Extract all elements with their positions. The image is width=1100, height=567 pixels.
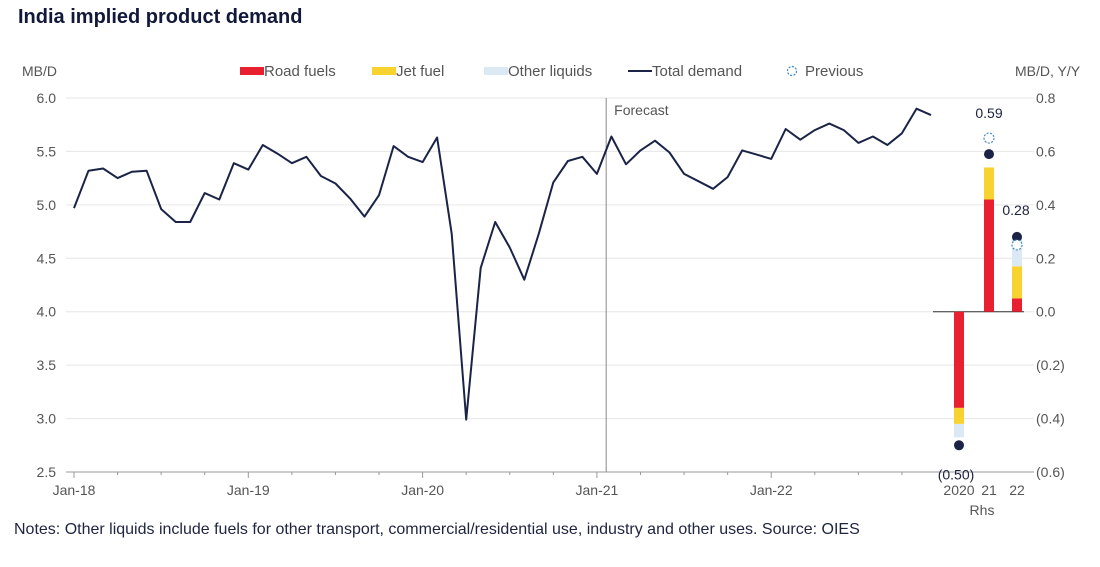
bar-plot: 2020 21 22 Rhs (0.50) 0.59 0.28 [933,105,1030,515]
legend-label: Previous [805,63,863,80]
y-tick-label-right: 0.8 [1036,90,1056,106]
bar-axis-label: Rhs [970,502,995,515]
total-demand-line [73,107,932,421]
total-marker [1012,231,1022,242]
bar-segment [1012,266,1022,299]
legend-label: Total demand [652,63,742,80]
x-tick-label: Jan-20 [401,482,444,498]
bar-segment [1012,298,1022,312]
x-tick-label: Jan-22 [750,482,793,498]
legend-label: Other liquids [508,63,592,80]
total-value-label: (0.50) [938,466,975,482]
previous-marker [983,132,995,144]
previous-marker [1011,239,1023,251]
bar-segment [1012,236,1022,267]
y-tick-label-left: 4.0 [37,304,57,320]
legend-label: Jet fuel [396,63,444,80]
total-value-label: 0.28 [1002,202,1029,218]
chart-title: India implied product demand [18,6,303,28]
legend-swatch [484,67,508,75]
y-tick-label-left: 6.0 [37,90,57,106]
y-tick-label-left: 5.0 [37,197,57,213]
x-tick-label: Jan-21 [576,482,619,498]
gridlines [66,97,1034,473]
y-tick-label-right: 0.4 [1036,197,1056,213]
y-tick-label-left: 3.0 [37,411,57,427]
legend-label: Road fuels [264,63,336,80]
total-marker [954,440,964,451]
bar-segment [984,199,994,312]
bar-category-label: 2020 [943,482,974,498]
legend: Road fuels Jet fuel Other liquids Total dem… [240,63,863,80]
y-tick-label-left: 5.5 [37,143,57,159]
y-axis-title-left: MB/D [22,63,57,79]
y-tick-label-right: (0.2) [1036,357,1065,373]
forecast-label: Forecast [614,102,669,118]
bar-category-label: 21 [981,482,997,498]
line-plot: Forecast [73,98,932,472]
legend-swatch [786,65,798,77]
bar-segment [954,423,964,438]
y-tick-label-right: 0.0 [1036,304,1056,320]
total-value-label: 0.59 [975,105,1002,121]
legend-swatch [372,67,396,75]
y-axis-title-right: MB/D, Y/Y [1015,63,1081,79]
x-tick-label: Jan-18 [53,482,96,498]
y-tick-label-left: 2.5 [37,464,57,480]
chart-canvas: 2.5 3.0 3.5 4.0 4.5 5.0 5.5 6.0 (0.6) (0.4) (0.2) 0… [22,63,1081,515]
x-tick-label: Jan-19 [227,482,270,498]
chart-notes: Notes: Other liquids include fuels for o… [14,521,860,538]
y-tick-label-right: 0.6 [1036,143,1056,159]
bar-segment [954,311,964,408]
y-tick-label-left: 4.5 [37,250,57,266]
y-tick-label-right: 0.2 [1036,250,1056,266]
bar-segment [954,407,964,424]
y-tick-label-right: (0.6) [1036,464,1065,480]
y-tick-label-left: 3.5 [37,357,57,373]
bar-category-label: 22 [1009,482,1025,498]
y-tick-label-right: (0.4) [1036,411,1065,427]
total-marker [984,149,994,160]
axes: 2.5 3.0 3.5 4.0 4.5 5.0 5.5 6.0 (0.6) (0.4) (0.2) 0… [22,63,1081,498]
bar-segment [984,167,994,200]
legend-swatch [240,67,264,75]
